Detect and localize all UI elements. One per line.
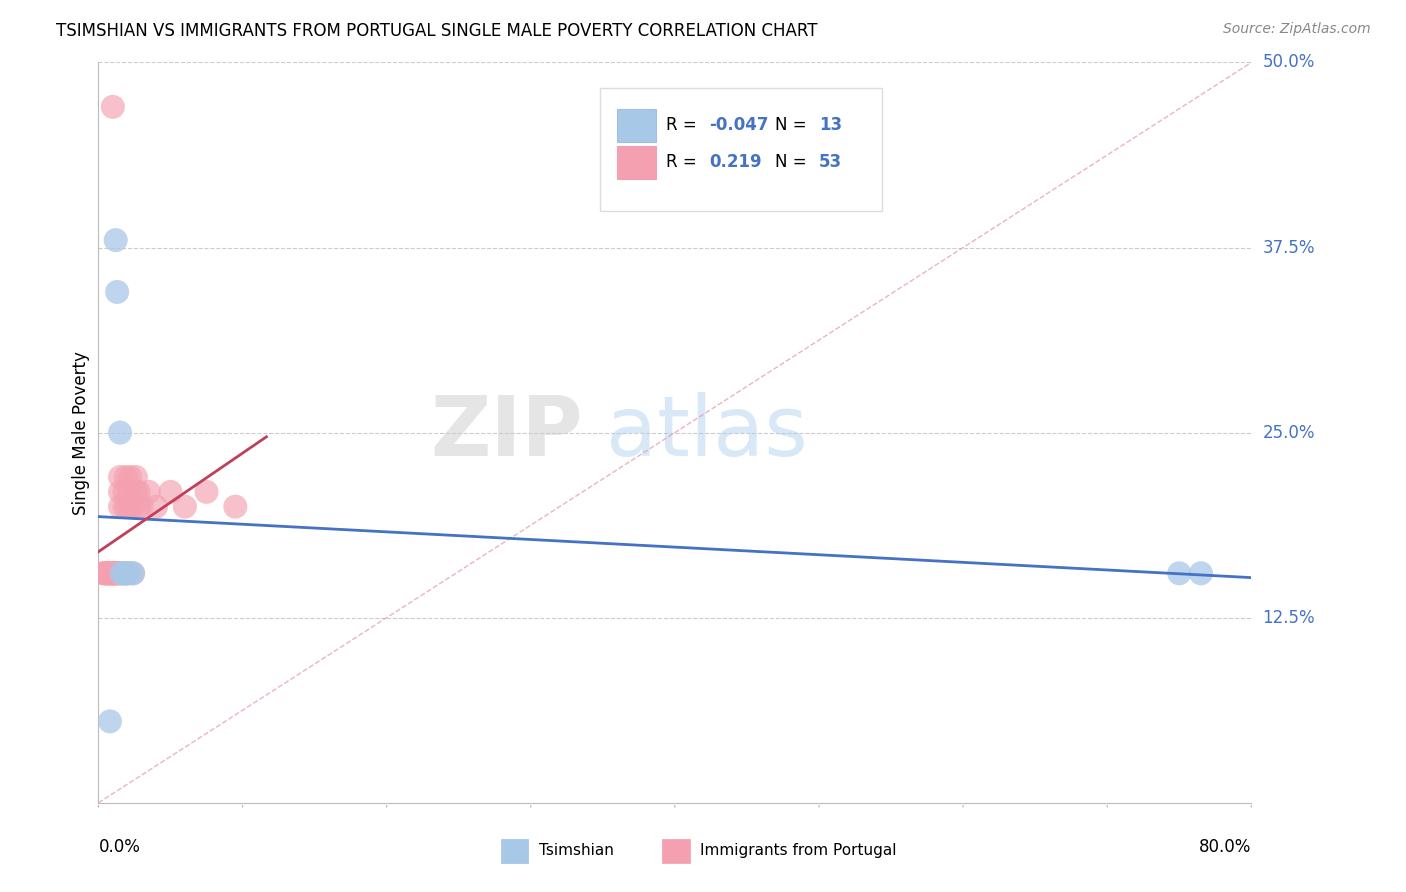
FancyBboxPatch shape: [662, 839, 690, 863]
Point: [110, 566, 132, 581]
Text: Tsimshian: Tsimshian: [538, 844, 613, 858]
Point: [94, 566, 117, 581]
Point: [108, 425, 131, 440]
Point: [224, 500, 246, 514]
Point: [174, 500, 197, 514]
Point: [110, 566, 132, 581]
Point: [96, 566, 118, 581]
Point: [118, 484, 141, 499]
Text: TSIMSHIAN VS IMMIGRANTS FROM PORTUGAL SINGLE MALE POVERTY CORRELATION CHART: TSIMSHIAN VS IMMIGRANTS FROM PORTUGAL SI…: [56, 22, 818, 40]
Text: 25.0%: 25.0%: [1263, 424, 1315, 442]
Point: [117, 500, 139, 514]
Text: R =: R =: [665, 116, 702, 135]
Point: [105, 566, 128, 581]
Text: Immigrants from Portugal: Immigrants from Portugal: [700, 844, 897, 858]
Point: [112, 500, 135, 514]
Point: [114, 566, 136, 581]
Point: [101, 566, 124, 581]
Point: [122, 566, 145, 581]
Text: 13: 13: [820, 116, 842, 135]
Point: [107, 566, 129, 581]
Point: [122, 566, 145, 581]
Text: 12.5%: 12.5%: [1263, 608, 1315, 627]
Point: [104, 233, 127, 247]
Point: [125, 484, 148, 499]
Point: [1168, 566, 1191, 581]
Text: atlas: atlas: [606, 392, 807, 473]
Point: [117, 566, 139, 581]
Point: [104, 566, 127, 581]
Point: [159, 484, 181, 499]
Point: [114, 566, 136, 581]
Point: [122, 500, 145, 514]
Y-axis label: Single Male Poverty: Single Male Poverty: [72, 351, 90, 515]
Point: [100, 566, 122, 581]
Point: [104, 566, 127, 581]
Text: 0.219: 0.219: [710, 153, 762, 171]
Point: [112, 484, 135, 499]
Point: [128, 500, 150, 514]
Point: [131, 500, 153, 514]
Text: 53: 53: [820, 153, 842, 171]
Point: [111, 566, 134, 581]
Point: [94, 566, 117, 581]
Point: [195, 484, 218, 499]
Point: [1189, 566, 1212, 581]
Point: [128, 484, 150, 499]
FancyBboxPatch shape: [617, 146, 657, 178]
Point: [101, 566, 124, 581]
Point: [145, 500, 167, 514]
Point: [108, 500, 131, 514]
Text: N =: N =: [775, 116, 813, 135]
FancyBboxPatch shape: [617, 109, 657, 142]
Point: [110, 566, 132, 581]
Point: [98, 566, 121, 581]
Point: [98, 714, 121, 729]
Text: R =: R =: [665, 153, 702, 171]
Point: [120, 566, 142, 581]
Text: -0.047: -0.047: [710, 116, 769, 135]
Text: 50.0%: 50.0%: [1263, 54, 1315, 71]
Text: 80.0%: 80.0%: [1199, 838, 1251, 855]
Point: [93, 566, 115, 581]
Text: 0.0%: 0.0%: [98, 838, 141, 855]
Point: [103, 566, 125, 581]
Point: [125, 470, 148, 484]
Point: [138, 484, 160, 499]
Point: [96, 566, 118, 581]
Point: [101, 100, 124, 114]
Point: [91, 566, 114, 581]
Point: [120, 470, 142, 484]
Point: [97, 566, 120, 581]
Point: [97, 566, 120, 581]
Point: [107, 566, 129, 581]
Point: [105, 285, 128, 299]
Text: 37.5%: 37.5%: [1263, 238, 1315, 257]
Text: N =: N =: [775, 153, 813, 171]
Point: [101, 566, 124, 581]
Point: [120, 500, 142, 514]
Point: [114, 470, 136, 484]
Point: [105, 566, 128, 581]
Point: [112, 566, 135, 581]
FancyBboxPatch shape: [600, 88, 883, 211]
Text: Source: ZipAtlas.com: Source: ZipAtlas.com: [1223, 22, 1371, 37]
Point: [108, 470, 131, 484]
FancyBboxPatch shape: [501, 839, 529, 863]
Point: [98, 566, 121, 581]
Point: [100, 566, 122, 581]
Point: [103, 566, 125, 581]
Text: ZIP: ZIP: [430, 392, 582, 473]
Point: [112, 566, 135, 581]
Point: [117, 566, 139, 581]
Point: [101, 566, 124, 581]
Point: [108, 484, 131, 499]
